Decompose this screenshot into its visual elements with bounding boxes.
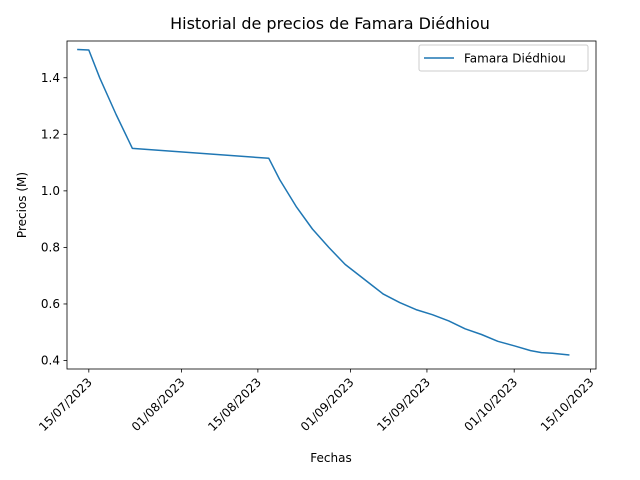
y-tick-label: 0.4 xyxy=(41,354,60,368)
x-tick-label: 15/08/2023 xyxy=(205,375,264,434)
y-axis: 0.4 0.6 0.8 1.0 1.2 1.4 xyxy=(41,71,67,368)
chart-title: Historial de precios de Famara Diédhiou xyxy=(170,14,490,33)
plot-area xyxy=(66,40,597,370)
x-axis-label: Fechas xyxy=(310,451,351,465)
y-tick-label: 1.2 xyxy=(41,128,60,142)
plot-frame xyxy=(66,40,597,370)
x-tick-label: 01/10/2023 xyxy=(462,375,521,434)
y-tick-label: 0.6 xyxy=(41,297,60,311)
x-tick-label: 15/10/2023 xyxy=(538,375,597,434)
x-axis: 15/07/2023 01/08/2023 15/08/2023 01/09/2023… xyxy=(36,369,597,434)
series-line-famara-diedhiou xyxy=(77,48,570,356)
legend-box xyxy=(418,44,589,72)
x-tick-label: 01/08/2023 xyxy=(129,375,188,434)
y-tick-label: 1.4 xyxy=(41,71,60,85)
legend: Famara Diédhiou xyxy=(418,44,589,72)
x-tick-label: 15/07/2023 xyxy=(36,375,95,434)
x-tick-label: 01/09/2023 xyxy=(298,375,357,434)
series-layer xyxy=(77,48,570,356)
x-tick-label: 15/09/2023 xyxy=(374,375,433,434)
y-axis-label: Precios (M) xyxy=(15,172,29,238)
y-tick-label: 0.8 xyxy=(41,241,60,255)
y-tick-label: 1.0 xyxy=(41,184,60,198)
legend-entry-famara-diedhiou: Famara Diédhiou xyxy=(464,52,566,66)
